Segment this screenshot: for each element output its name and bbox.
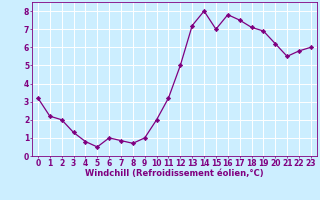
X-axis label: Windchill (Refroidissement éolien,°C): Windchill (Refroidissement éolien,°C)	[85, 169, 264, 178]
